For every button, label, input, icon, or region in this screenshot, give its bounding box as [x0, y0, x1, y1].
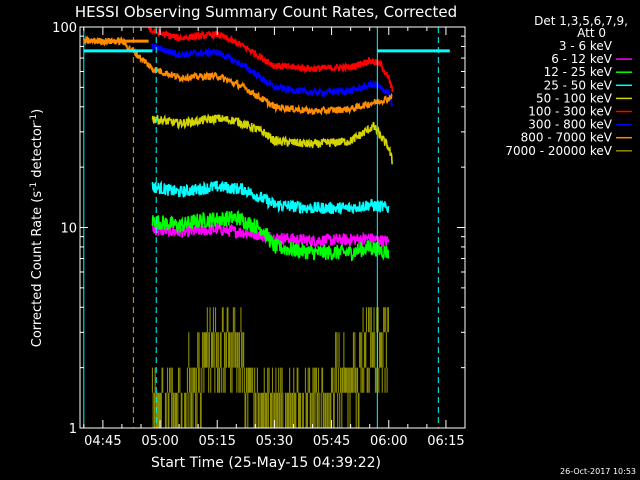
x-tick-label: 06:15 [427, 434, 464, 449]
legend-header-line1: Det 1,3,5,6,7,9, [534, 14, 628, 28]
series-100-300-kev [147, 26, 394, 92]
legend-label: 100 - 300 keV [528, 105, 612, 119]
tick-layer: 04:45 05:00 05:15 05:30 05:45 06:00 06:15 1 10 10… [52, 21, 466, 449]
legend-label: 300 - 800 keV [528, 118, 612, 132]
x-tick-label: 05:30 [256, 434, 293, 449]
legend-label: 6 - 12 keV [551, 52, 613, 66]
series-50-100-kev [151, 113, 393, 165]
x-tick-label: 05:00 [141, 434, 178, 449]
x-tick-label: 04:45 [84, 434, 121, 449]
series-25-50-kev [151, 180, 390, 215]
x-tick-label: 05:45 [313, 434, 350, 449]
legend-label: 25 - 50 keV [544, 78, 613, 92]
series-layer [83, 26, 394, 428]
legend-label: 7000 - 20000 keV [505, 144, 612, 158]
series-line [151, 180, 390, 215]
y-axis-label: Corrected Count Rate (s-1 detector-1) [29, 109, 45, 347]
series-line [151, 209, 390, 262]
series-line [151, 307, 390, 428]
legend-label: 50 - 100 keV [536, 91, 613, 105]
series-12-25-kev [151, 209, 390, 262]
y-tick-label: 1 [69, 422, 77, 437]
legend-label: 3 - 6 keV [559, 39, 613, 53]
y-axis-label-mid: detector [30, 122, 45, 182]
legend-label: 800 - 7000 keV [521, 131, 613, 145]
legend-label: 12 - 25 keV [544, 65, 613, 79]
y-tick-label: 10 [60, 222, 77, 237]
x-axis-label: Start Time (25-May-15 04:39:22) [151, 455, 381, 471]
series-line [151, 113, 393, 165]
series-line [83, 35, 393, 116]
chart-title: HESSI Observing Summary Count Rates, Cor… [75, 3, 457, 21]
series-300-800-kev [151, 42, 393, 107]
y-axis-label-main: Corrected Count Rate (s [30, 191, 45, 348]
y-axis-label-sup1: -1 [29, 182, 39, 191]
y-tick-label: 100 [52, 21, 77, 36]
legend-header-line2: Att 0 [577, 26, 606, 40]
series-line [147, 26, 394, 92]
series-line [151, 42, 393, 107]
series-800-7000-kev [83, 35, 393, 116]
y-axis-label-sup2: -1 [29, 114, 39, 123]
series-7000-20000-kev [151, 307, 390, 428]
footer-timestamp: 26-Oct-2017 10:53 [560, 467, 636, 476]
x-tick-label: 06:00 [370, 434, 407, 449]
x-tick-label: 05:15 [198, 434, 235, 449]
y-axis-label-end: ) [30, 109, 45, 114]
